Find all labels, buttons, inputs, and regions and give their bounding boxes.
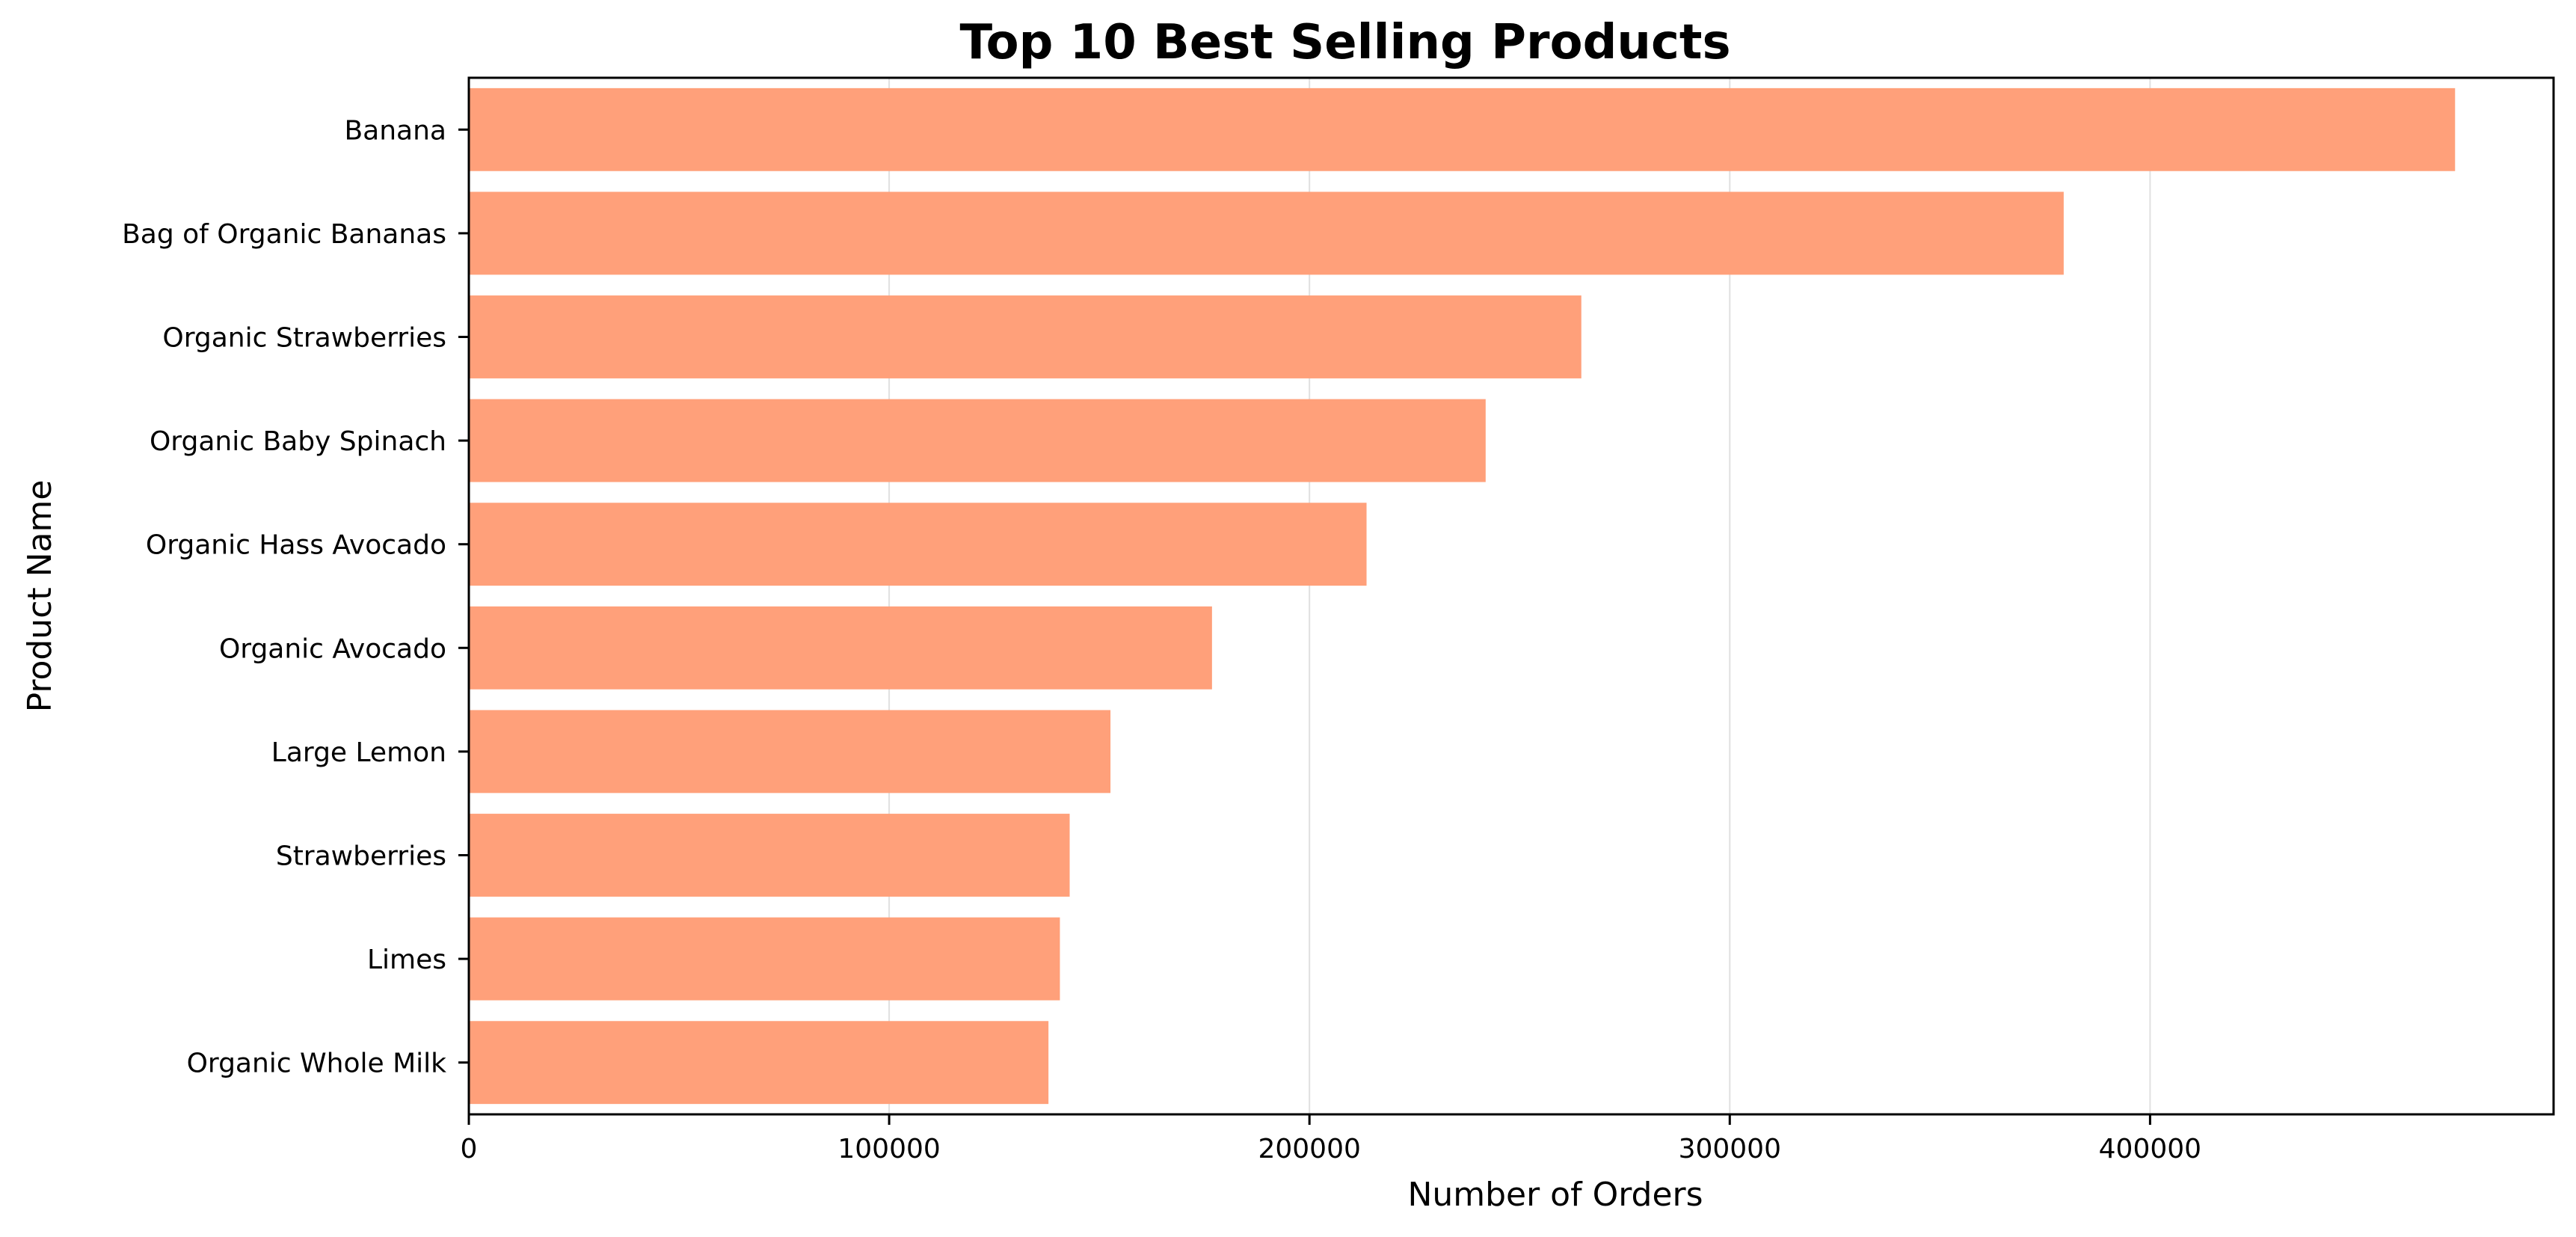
y-tick-label: Bag of Organic Bananas — [122, 219, 446, 250]
x-tick-label: 400000 — [2099, 1134, 2201, 1164]
bar — [469, 295, 1581, 378]
x-tick-label: 300000 — [1679, 1134, 1781, 1164]
x-axis-ticks: 0 100000 200000 300000 400000 — [461, 1114, 2201, 1164]
bar — [469, 814, 1070, 897]
y-tick-label: Organic Avocado — [219, 633, 446, 664]
x-tick-label: 200000 — [1258, 1134, 1360, 1164]
y-tick-label: Limes — [367, 945, 446, 975]
x-tick-label: 0 — [461, 1134, 478, 1164]
y-tick-label: Organic Baby Spinach — [150, 426, 446, 457]
bar — [469, 1021, 1049, 1105]
y-tick-label: Organic Whole Milk — [187, 1049, 447, 1079]
bar — [469, 710, 1111, 794]
x-tick-label: 100000 — [837, 1134, 940, 1164]
y-tick-label: Banana — [344, 115, 446, 146]
bar — [469, 88, 2456, 171]
plot-frame — [467, 76, 2555, 1116]
bar — [469, 191, 2064, 275]
bar — [469, 917, 1060, 1001]
chart-title: Top 10 Best Selling Products — [959, 15, 1730, 70]
y-tick-label: Organic Strawberries — [162, 323, 446, 354]
y-tick-label: Strawberries — [276, 841, 446, 872]
x-axis-label: Number of Orders — [1407, 1176, 1703, 1214]
bars — [469, 88, 2456, 1105]
bar — [469, 399, 1486, 482]
y-axis-ticks: Banana Bag of Organic Bananas Organic Stra… — [122, 115, 469, 1079]
y-axis-label: Product Name — [21, 480, 59, 713]
bar — [469, 606, 1212, 690]
y-tick-label: Large Lemon — [271, 737, 446, 768]
y-tick-label: Organic Hass Avocado — [146, 530, 446, 561]
bar — [469, 503, 1367, 586]
